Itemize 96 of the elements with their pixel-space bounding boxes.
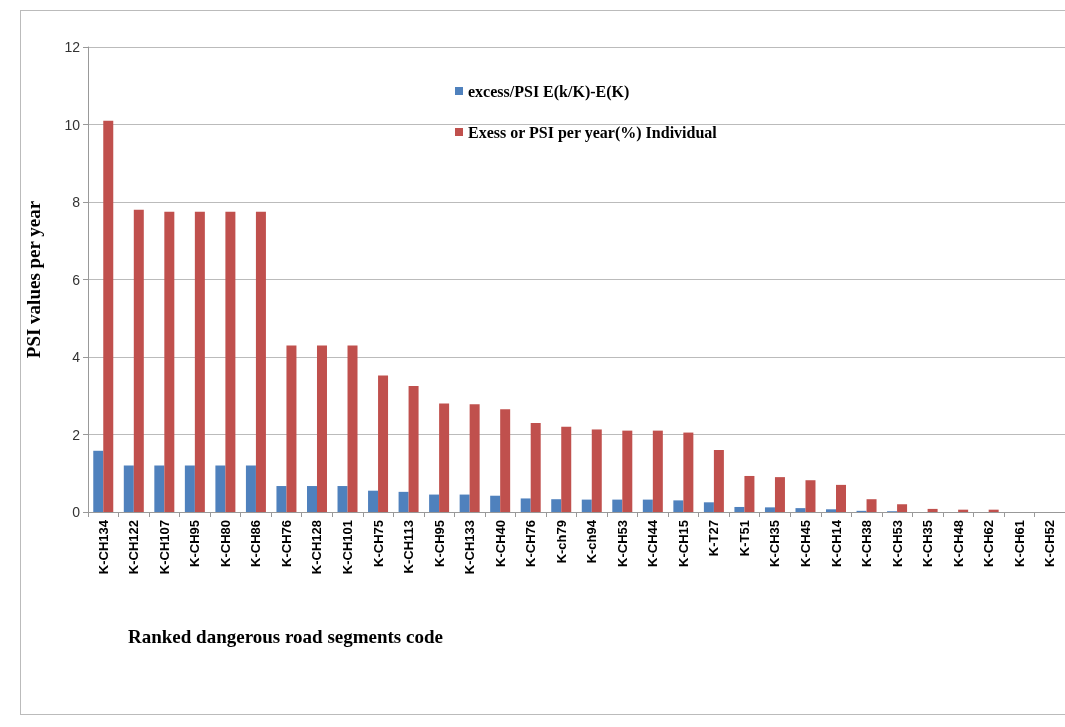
bar [744,475,755,512]
x-tick-label: K-CH86 [248,520,264,567]
x-tick-label: K-CH52 [1042,520,1058,567]
bar [673,500,684,512]
x-tick-label: K-CH53 [889,520,905,567]
x-tick-label: K-CH95 [431,520,447,567]
bar [398,491,409,512]
legend-label: excess/PSI E(k/K)-E(K) [468,82,630,101]
x-tick-label: K-CH134 [95,519,111,575]
x-tick-label: K-CH48 [950,520,966,567]
x-tick-label: K-CH44 [645,519,661,567]
y-tick-label: 0 [72,504,81,520]
x-tick-label: K-ch94 [584,519,600,564]
bar [378,375,389,512]
x-tick-label: K-CH75 [370,520,386,567]
bar [469,404,480,512]
x-tick-label: K-CH95 [187,520,203,567]
x-tick-label: K-CH122 [126,520,142,575]
bar [316,345,327,512]
bar [774,477,785,512]
bar [306,486,317,512]
bar [459,494,470,512]
x-tick-label: K-CH35 [767,520,783,567]
x-tick-label: K-ch79 [553,520,569,564]
bar [439,403,450,512]
bar [194,211,205,512]
x-tick-label: K-CH35 [920,520,936,567]
bar [255,211,266,512]
bar [490,495,501,512]
y-tick-label: 6 [72,271,81,288]
bar [276,486,287,512]
x-tick-label: K-CH45 [797,520,813,567]
x-tick-label: K-CH61 [1011,520,1027,567]
bar [408,386,419,512]
bar [154,465,165,512]
bar [520,498,531,512]
y-tick-label: 10 [64,116,81,133]
bar [429,494,440,512]
x-tick-label: K-CH113 [401,520,417,574]
bar [836,484,847,512]
bar [245,465,256,512]
bar [93,450,104,512]
x-tick-label: K-CH40 [492,520,508,567]
bar [215,465,226,512]
y-tick-label: 2 [72,426,81,443]
x-tick-label: K-CH101 [340,520,356,575]
bar [530,422,541,512]
x-tick-label: K-CH80 [217,520,233,567]
bar [642,499,653,512]
bar [866,499,877,512]
bar [184,465,195,512]
bar [133,209,144,512]
x-tick-label: K-CH15 [675,520,691,567]
legend-label: Exess or PSI per year(%) Individual [468,123,718,142]
bar [225,211,236,512]
bar [347,345,358,512]
x-tick-label: K-CH38 [859,520,875,567]
x-tick-label: K-CH14 [828,519,844,567]
bar [612,499,623,512]
x-axis-title: Ranked dangerous road segments code [128,626,443,647]
x-tick-label: K-CH53 [614,520,630,567]
bar [622,430,633,512]
bar [561,426,572,512]
bar [337,486,348,512]
bar [927,508,938,512]
bar [713,450,724,512]
x-tick-label: K-T27 [706,520,722,557]
bar [164,211,175,512]
bar [286,345,297,512]
x-tick-label: K-CH76 [523,520,539,567]
bar [703,502,714,512]
bar [805,480,816,512]
bar [551,499,562,512]
bar [683,432,694,512]
y-axis-title: PSI values per year [23,200,44,359]
bar [581,499,592,512]
bar [103,120,114,512]
bar [764,507,775,512]
bar [795,508,806,512]
y-tick-label: 4 [72,349,81,365]
y-tick-label: 8 [72,194,81,210]
x-tick-label: K-CH128 [309,520,325,575]
bar [368,490,379,512]
x-tick-label: K-CH62 [981,520,997,567]
bar [897,504,908,512]
bar [734,506,745,512]
bar [652,430,663,512]
bar [591,429,602,512]
x-tick-label: K-CH133 [462,520,478,575]
x-tick-label: K-CH107 [156,520,172,575]
bar [123,465,134,512]
x-tick-label: K-CH76 [278,520,294,567]
bar [500,409,511,512]
x-tick-label: K-T51 [736,520,752,557]
bar [826,509,837,512]
y-tick-label: 12 [64,39,81,55]
